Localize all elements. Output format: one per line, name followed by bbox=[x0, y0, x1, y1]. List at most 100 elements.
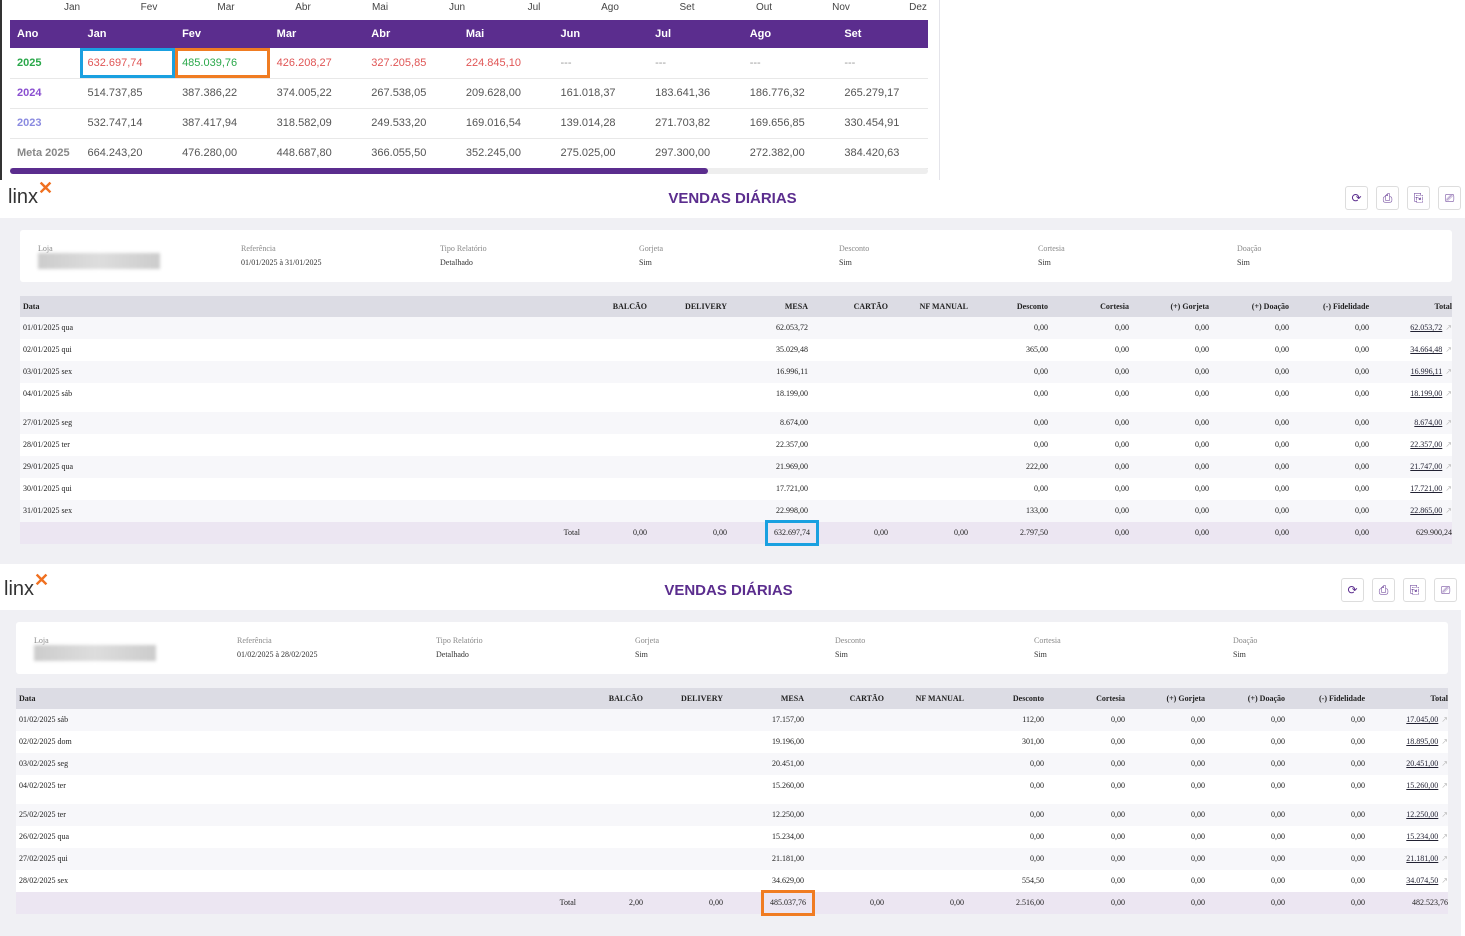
external-link-icon[interactable]: ↗ bbox=[1445, 484, 1452, 493]
total-link[interactable]: 8.674,00 bbox=[1414, 418, 1443, 427]
filter-label: Referência bbox=[241, 244, 276, 253]
total-link[interactable]: 62.053,72 bbox=[1410, 323, 1443, 332]
external-link-icon[interactable]: ↗ bbox=[1445, 418, 1452, 427]
total-link[interactable]: 34.664,48 bbox=[1410, 345, 1443, 354]
table-row: 04/02/2025 ter 15.260,00 0,00 0,00 0,00 0,00 0… bbox=[16, 775, 1448, 797]
total-link[interactable]: 21.747,00 bbox=[1410, 462, 1443, 471]
value-cell: 2,00 bbox=[629, 898, 643, 907]
total-link[interactable]: 15.260,00 bbox=[1406, 781, 1439, 790]
value-cell: 0,00 bbox=[1030, 781, 1044, 790]
value-cell: 0,00 bbox=[1034, 323, 1048, 332]
external-link-icon[interactable]: ↗ bbox=[1441, 737, 1448, 746]
export-pdf-button[interactable]: ⎙ bbox=[1372, 578, 1395, 602]
external-link-icon[interactable]: ↗ bbox=[1445, 462, 1452, 471]
column-header: Cortesia bbox=[1100, 302, 1129, 311]
value-cell: 0,00 bbox=[1115, 367, 1129, 376]
filter-desconto: Desconto Sim bbox=[839, 244, 869, 267]
filter-value: Sim bbox=[1034, 650, 1047, 659]
filter-label: Tipo Relatório bbox=[436, 636, 483, 645]
total-link[interactable]: 22.357,00 bbox=[1410, 440, 1443, 449]
column-header: (-) Fidelidade bbox=[1319, 694, 1365, 703]
scrollbar-thumb[interactable] bbox=[10, 168, 708, 174]
daily-sales-report: Linx ✕ VENDAS DIÁRIAS ⟳ ⎙ ⎘ ⎚ Loja Referência 01/… bbox=[0, 178, 1465, 564]
date-cell: 28/02/2025 sex bbox=[19, 876, 69, 885]
column-header: (+) Doação bbox=[1247, 694, 1285, 703]
month-value: 267.538,05 bbox=[364, 78, 459, 109]
filter-doação: Doação Sim bbox=[1233, 636, 1257, 659]
total-link[interactable]: 15.234,00 bbox=[1406, 832, 1439, 841]
report-filters: Loja Referência 01/02/2025 à 28/02/2025 Tip… bbox=[16, 622, 1448, 674]
external-link-icon[interactable]: ↗ bbox=[1445, 345, 1452, 354]
export-excel-button[interactable]: ⎘ bbox=[1403, 578, 1426, 602]
export-pdf-button[interactable]: ⎙ bbox=[1376, 186, 1399, 210]
total-link[interactable]: 17.721,00 bbox=[1410, 484, 1443, 493]
table-row: 26/02/2025 qua 15.234,00 0,00 0,00 0,00 0,00 0… bbox=[16, 826, 1448, 848]
external-link-icon[interactable]: ↗ bbox=[1445, 323, 1452, 332]
month-axis: Jan Fev Mar Abr Mai Jun Jul Ago Set Out Nov Dez bbox=[2, 0, 942, 16]
external-link-icon[interactable]: ↗ bbox=[1445, 440, 1452, 449]
value-cell: 0,00 bbox=[633, 528, 647, 537]
column-header: (-) Fidelidade bbox=[1323, 302, 1369, 311]
print-button[interactable]: ⎚ bbox=[1434, 578, 1457, 602]
total-link[interactable]: 18.199,00 bbox=[1410, 389, 1443, 398]
total-link[interactable]: 34.074,50 bbox=[1406, 876, 1439, 885]
total-link[interactable]: 18.895,00 bbox=[1406, 737, 1439, 746]
filter-tipo-relatório: Tipo Relatório Detalhado bbox=[436, 636, 483, 659]
value-cell: 365,00 bbox=[1026, 345, 1048, 354]
horizontal-scrollbar[interactable] bbox=[10, 168, 928, 174]
filter-cortesia: Cortesia Sim bbox=[1038, 244, 1065, 267]
external-link-icon[interactable]: ↗ bbox=[1441, 781, 1448, 790]
value-cell: 0,00 bbox=[1351, 781, 1365, 790]
month-value: 209.628,00 bbox=[458, 78, 554, 109]
print-button[interactable]: ⎚ bbox=[1438, 186, 1461, 210]
external-link-icon[interactable]: ↗ bbox=[1441, 832, 1448, 841]
external-link-icon[interactable]: ↗ bbox=[1441, 854, 1448, 863]
external-link-icon[interactable]: ↗ bbox=[1441, 876, 1448, 885]
total-cell: 15.234,00 ↗ bbox=[1406, 826, 1448, 848]
refresh-button[interactable]: ⟳ bbox=[1345, 186, 1368, 210]
external-link-icon[interactable]: ↗ bbox=[1441, 715, 1448, 724]
filter-label: Loja bbox=[34, 636, 49, 645]
value-cell: 0,00 bbox=[1351, 759, 1365, 768]
value-cell: 0,00 bbox=[1191, 810, 1205, 819]
external-link-icon[interactable]: ↗ bbox=[1441, 759, 1448, 768]
value-cell: 0,00 bbox=[1195, 345, 1209, 354]
month-value: 297.300,00 bbox=[648, 138, 743, 169]
value-cell: 0,00 bbox=[1355, 323, 1369, 332]
refresh-button[interactable]: ⟳ bbox=[1341, 578, 1364, 602]
value-cell: 0,00 bbox=[1111, 810, 1125, 819]
total-cell: 62.053,72 ↗ bbox=[1410, 317, 1452, 339]
total-cell: 34.664,48 ↗ bbox=[1410, 339, 1452, 361]
total-link[interactable]: 12.250,00 bbox=[1406, 810, 1439, 819]
filter-value: Sim bbox=[1237, 258, 1250, 267]
total-link[interactable]: 20.451,00 bbox=[1406, 759, 1439, 768]
column-header: (+) Gorjeta bbox=[1170, 302, 1209, 311]
total-link[interactable]: 16.996,11 bbox=[1410, 367, 1443, 376]
table-row: 02/02/2025 dom 19.196,00 301,00 0,00 0,00 0,0… bbox=[16, 731, 1448, 753]
value-cell: 0,00 bbox=[1111, 876, 1125, 885]
month-value: 139.014,28 bbox=[553, 108, 649, 139]
external-link-icon[interactable]: ↗ bbox=[1445, 367, 1452, 376]
date-cell: 28/01/2025 ter bbox=[23, 440, 70, 449]
table-row: 03/02/2025 seg 20.451,00 0,00 0,00 0,00 0,00 0… bbox=[16, 753, 1448, 775]
table-row: 2024 514.737,85 387.386,22 374.005,22 267.53… bbox=[10, 78, 928, 109]
month-value: 632.697,74 bbox=[80, 48, 176, 79]
month-label: Set bbox=[679, 2, 695, 13]
external-link-icon[interactable]: ↗ bbox=[1441, 810, 1448, 819]
value-cell: 0,00 bbox=[1275, 484, 1289, 493]
value-cell: 0,00 bbox=[1195, 440, 1209, 449]
total-link[interactable]: 17.045,00 bbox=[1406, 715, 1439, 724]
month-value: 374.005,22 bbox=[269, 78, 365, 109]
external-link-icon[interactable]: ↗ bbox=[1445, 389, 1452, 398]
total-link[interactable]: 21.181,00 bbox=[1406, 854, 1439, 863]
date-cell: 30/01/2025 qui bbox=[23, 484, 72, 493]
table-row: 31/01/2025 sex 22.998,00 133,00 0,00 0,00 0,0… bbox=[20, 500, 1452, 522]
total-link[interactable]: 22.865,00 bbox=[1410, 506, 1443, 515]
external-link-icon[interactable]: ↗ bbox=[1445, 506, 1452, 515]
year-label: 2025 bbox=[10, 48, 81, 79]
export-excel-button[interactable]: ⎘ bbox=[1407, 186, 1430, 210]
month-value: 514.737,85 bbox=[80, 78, 176, 109]
table-row: 01/02/2025 sáb 17.157,00 112,00 0,00 0,00 0,0… bbox=[16, 709, 1448, 731]
column-header: DELIVERY bbox=[685, 302, 727, 311]
month-value: 318.582,09 bbox=[269, 108, 365, 139]
